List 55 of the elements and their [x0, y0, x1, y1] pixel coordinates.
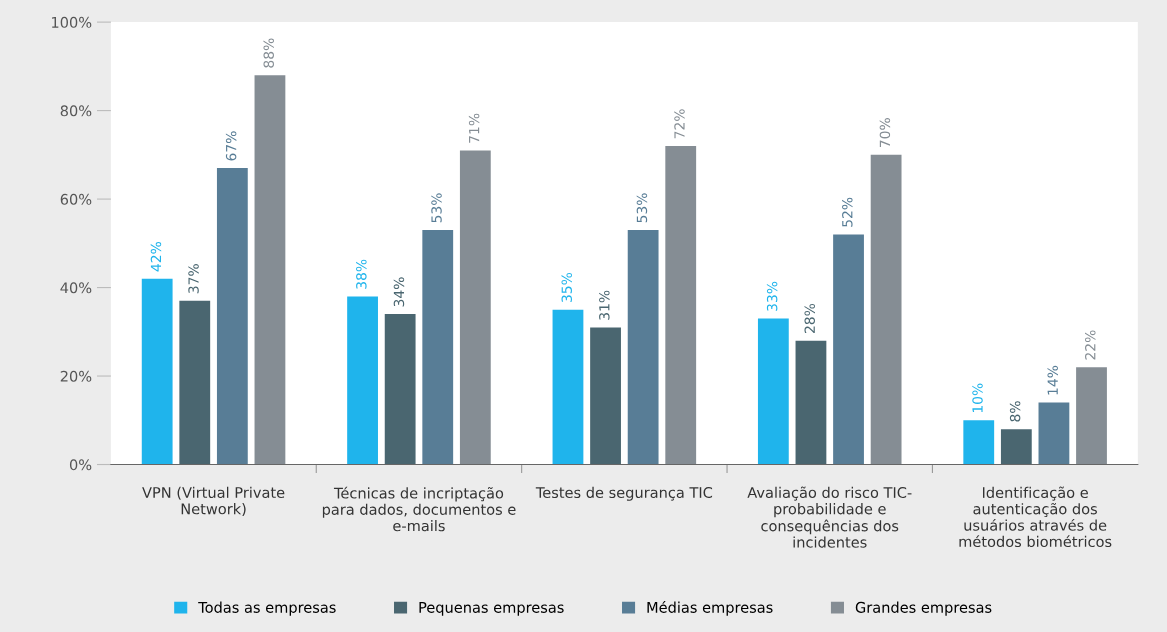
bar [552, 309, 584, 465]
bar [254, 75, 286, 465]
bar [963, 420, 995, 465]
data-label: 53% [431, 193, 442, 223]
legend-label: Grandes empresas [855, 601, 992, 616]
data-label: 8% [1009, 401, 1021, 422]
y-tick-label: 40% [60, 282, 92, 294]
data-label: 38% [356, 259, 367, 289]
data-label: 22% [1085, 330, 1096, 360]
x-tick-label: Identificação e autenticação dos usuários através de métodos biométricos [959, 486, 1112, 548]
bar [1000, 429, 1032, 465]
bar [216, 168, 248, 465]
data-label: 67% [225, 131, 237, 161]
legend-label: Médias empresas [647, 601, 773, 616]
bar [141, 278, 173, 465]
data-label: 52% [842, 197, 853, 227]
y-tick-label: 20% [60, 370, 92, 382]
data-label: 10% [972, 383, 983, 413]
x-tick-label: Avaliação do risco TIC-probabilidade e consequências dos incidentes [747, 486, 912, 548]
bar [795, 340, 827, 465]
y-tick-label: 60% [60, 193, 92, 205]
bar [627, 230, 659, 465]
data-label: 88% [263, 38, 274, 68]
legend-label: Pequenas empresas [419, 602, 564, 616]
bar [347, 296, 378, 465]
bar [757, 318, 789, 465]
data-label: 42% [150, 241, 162, 272]
x-tick-label: Testes de segurança TIC [535, 486, 713, 501]
bar [179, 300, 211, 465]
bar [459, 150, 491, 465]
data-label: 37% [188, 264, 199, 294]
bar [384, 314, 416, 465]
bar [870, 154, 902, 465]
bar [590, 327, 621, 465]
data-label: 53% [636, 193, 648, 223]
data-label: 35% [561, 272, 572, 302]
bar [833, 234, 864, 465]
bar [665, 145, 697, 465]
data-label: 33% [766, 281, 778, 311]
y-tick-label: 80% [60, 105, 92, 117]
data-label: 70% [879, 118, 891, 148]
x-tick-label: VPN (Virtual Private Network) [142, 486, 285, 517]
bar [422, 230, 454, 465]
data-label: 31% [599, 290, 610, 320]
y-tick-label: 100% [52, 16, 92, 28]
data-label: 34% [393, 277, 405, 307]
data-label: 71% [468, 113, 480, 143]
bar [1076, 367, 1107, 465]
bar [1038, 402, 1070, 465]
data-label: 72% [674, 109, 685, 139]
legend-label: Todas as empresas [198, 601, 336, 616]
x-tick-label: Técnicas de incriptação para dados, documentos e e-mails [322, 486, 516, 532]
data-label: 28% [804, 303, 815, 333]
y-tick-label: 0% [69, 459, 92, 471]
data-label: 14% [1047, 365, 1058, 395]
